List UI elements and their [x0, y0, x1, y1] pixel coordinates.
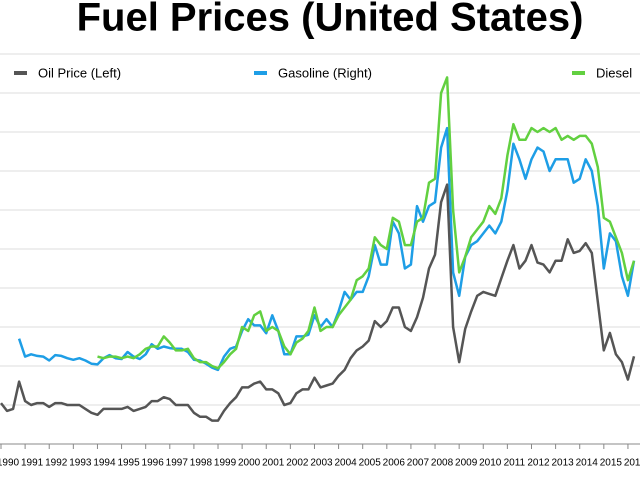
grid	[0, 53, 640, 445]
x-tick-label: 2001	[262, 458, 285, 469]
x-tick-label: 1991	[21, 458, 44, 469]
x-tick-label: 2009	[455, 458, 478, 469]
x-tick-label: 2014	[576, 458, 599, 469]
x-tick-label: 1999	[214, 458, 237, 469]
x-tick-label: 1997	[166, 458, 189, 469]
legend-label: Diesel	[596, 65, 632, 80]
legend: Oil Price (Left) Gasoline (Right) Diesel	[14, 65, 632, 80]
plot-area	[0, 76, 636, 422]
legend-label: Gasoline (Right)	[278, 65, 372, 80]
x-tick-label: 1998	[190, 458, 213, 469]
x-tick-label: 2004	[334, 458, 357, 469]
x-tick-label: 1992	[45, 458, 68, 469]
x-tick-label: 2008	[431, 458, 454, 469]
x-axis: 1990199119921993199419951996199719981999…	[0, 444, 640, 469]
x-tick-label: 2003	[310, 458, 333, 469]
legend-swatch	[572, 71, 585, 75]
x-tick-label: 2012	[527, 458, 550, 469]
x-tick-label: 2010	[479, 458, 502, 469]
series-line	[0, 183, 636, 422]
x-tick-label: 2000	[238, 458, 261, 469]
x-tick-label: 2011	[504, 458, 526, 469]
legend-label: Oil Price (Left)	[38, 65, 121, 80]
x-tick-label: 1990	[0, 458, 20, 469]
x-tick-label: 2002	[286, 458, 309, 469]
x-tick-label: 2013	[551, 458, 574, 469]
x-tick-label: 1995	[117, 458, 140, 469]
x-tick-label: 1993	[69, 458, 92, 469]
x-tick-label: 2006	[383, 458, 406, 469]
x-tick-label: 2015	[600, 458, 623, 469]
series-line	[97, 76, 636, 370]
x-tick-label: 2007	[407, 458, 430, 469]
x-tick-label: 1996	[142, 458, 165, 469]
legend-swatch	[254, 71, 267, 75]
legend-swatch	[14, 71, 27, 75]
x-tick-label: 2005	[359, 458, 382, 469]
x-tick-label: 1994	[93, 458, 116, 469]
x-tick-label: 2016	[624, 458, 640, 469]
chart-title: Fuel Prices (United States)	[77, 0, 584, 40]
